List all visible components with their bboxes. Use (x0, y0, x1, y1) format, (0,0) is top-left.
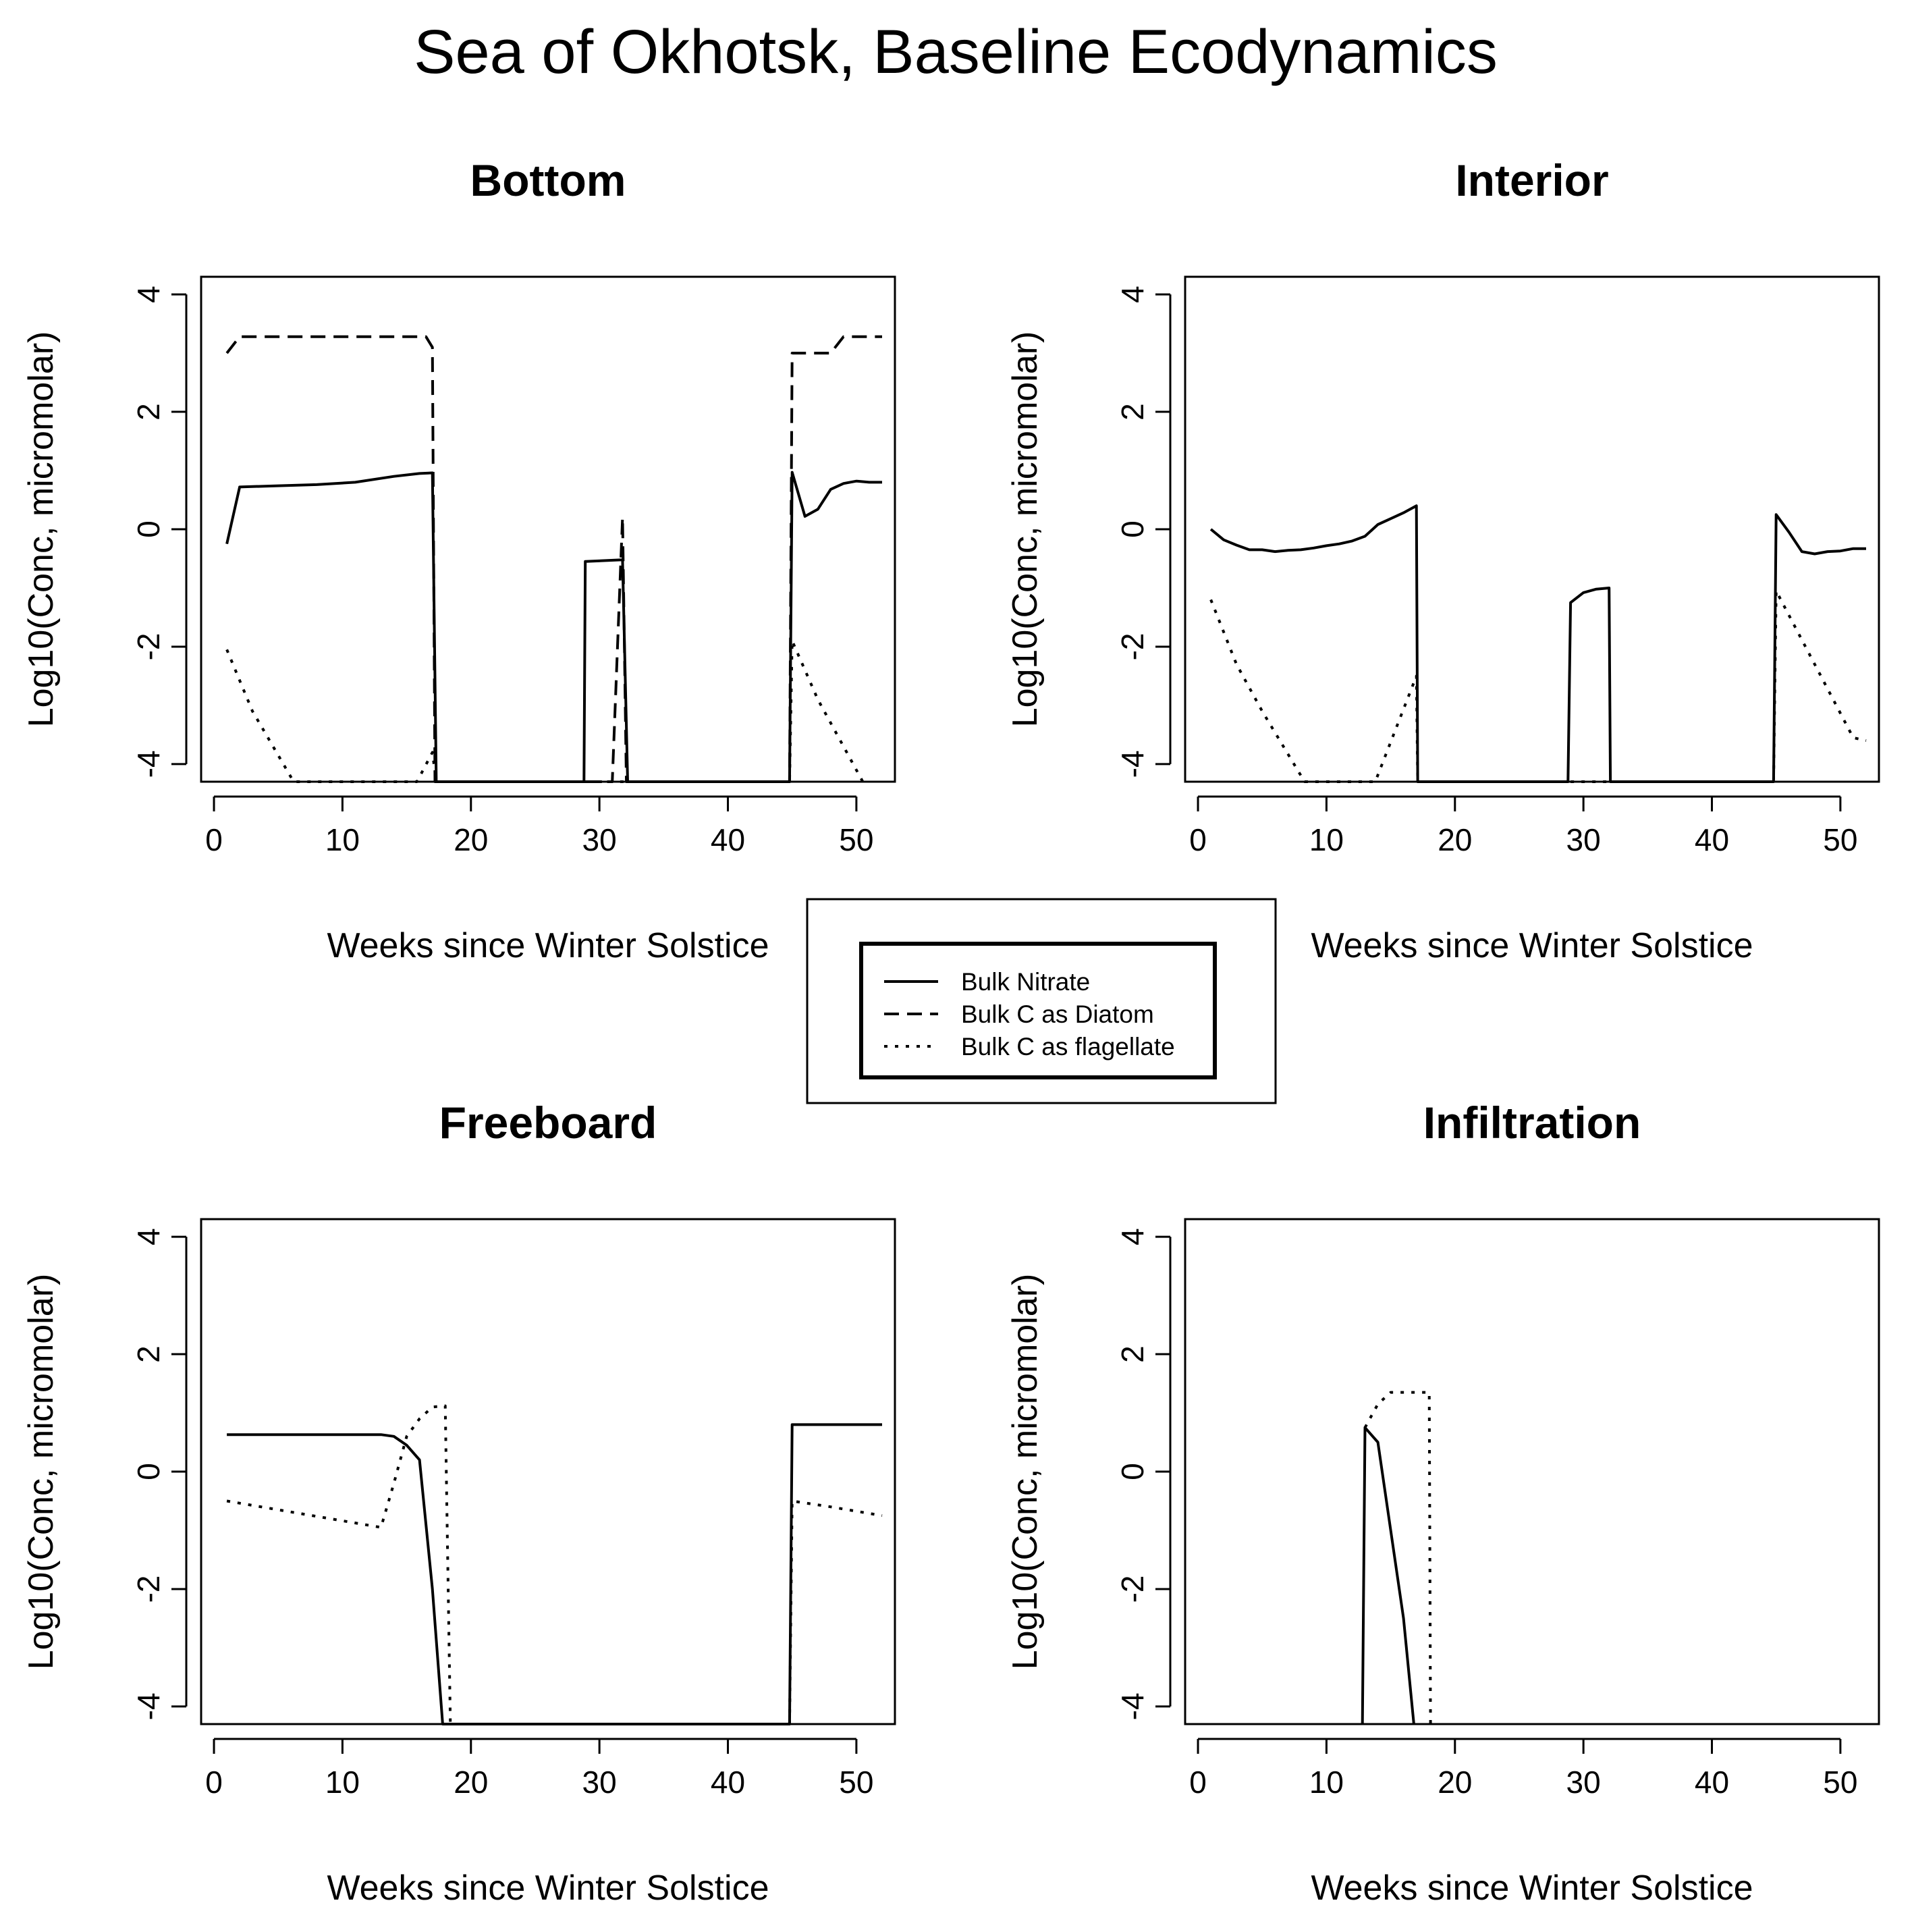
y-tick-label: 4 (1115, 286, 1150, 303)
legend-inner-box (859, 942, 1217, 1079)
y-tick-label: -2 (131, 1576, 166, 1603)
y-tick-label: -4 (131, 750, 166, 778)
y-tick-label: 2 (1115, 1345, 1150, 1363)
series-bulk-nitrate (225, 471, 882, 783)
x-tick-label: 20 (454, 1765, 488, 1800)
x-tick-label: 30 (1566, 822, 1601, 857)
x-tick-label: 10 (1309, 822, 1344, 857)
y-tick-label: 4 (1115, 1228, 1150, 1245)
series-bulk-c-as-flagellate (1209, 589, 1867, 783)
series-layer (226, 1404, 883, 1725)
y-tick-label: 4 (131, 286, 166, 303)
panel-interior: Interior 0 10 20 30 40 50 -4 -2 0 2 4 Weeks since … (1006, 155, 1880, 965)
panel-infiltration: Infiltration 0 10 20 30 40 50 -4 -2 0 2 4 Weeks si… (1006, 1098, 1880, 1908)
axis-ticks: 0 10 20 30 40 50 -4 -2 0 2 4 (131, 286, 873, 857)
x-tick-label: 50 (839, 1765, 873, 1800)
y-tick-label: 2 (1115, 403, 1150, 421)
x-axis-label: Weeks since Winter Solstice (327, 926, 769, 965)
series-layer (1209, 504, 1867, 783)
y-tick-label: -2 (1115, 633, 1150, 661)
x-tick-label: 40 (1695, 1765, 1729, 1800)
axis-ticks: 0 10 20 30 40 50 -4 -2 0 2 4 (1115, 286, 1857, 857)
y-tick-label: 0 (131, 520, 166, 538)
x-tick-label: 20 (1438, 822, 1472, 857)
y-tick-label: -4 (1115, 750, 1150, 778)
x-tick-label: 20 (454, 822, 488, 857)
y-tick-label: -2 (131, 633, 166, 661)
y-tick-label: 0 (131, 1463, 166, 1480)
y-axis-label: Log10(Conc, micromolar) (1006, 1274, 1045, 1670)
x-tick-label: 10 (325, 822, 360, 857)
y-tick-label: 0 (1115, 1463, 1150, 1480)
y-tick-label: 0 (1115, 520, 1150, 538)
x-tick-label: 50 (839, 822, 873, 857)
x-tick-label: 30 (582, 1765, 617, 1800)
series-bulk-c-as-flagellate (226, 1404, 883, 1725)
series-bulk-nitrate (1361, 1426, 1415, 1725)
x-tick-label: 0 (205, 1765, 223, 1800)
x-tick-label: 0 (1189, 822, 1207, 857)
x-tick-label: 50 (1823, 1765, 1857, 1800)
x-tick-label: 40 (711, 1765, 745, 1800)
x-tick-label: 0 (205, 822, 223, 857)
legend-label: Bulk Nitrate (961, 968, 1090, 996)
y-tick-label: 2 (131, 403, 166, 421)
x-axis-label: Weeks since Winter Solstice (1311, 1869, 1753, 1908)
series-bulk-c-as-flagellate (225, 639, 865, 783)
x-tick-label: 30 (1566, 1765, 1601, 1800)
y-axis-label: Log10(Conc, micromolar) (22, 1274, 61, 1670)
x-tick-label: 20 (1438, 1765, 1472, 1800)
series-bulk-nitrate (227, 1423, 882, 1725)
y-axis-label: Log10(Conc, micromolar) (22, 331, 61, 728)
panel-title: Interior (1455, 155, 1608, 205)
x-tick-label: 10 (325, 1765, 360, 1800)
y-tick-label: 4 (131, 1228, 166, 1245)
x-tick-label: 50 (1823, 822, 1857, 857)
y-tick-label: -2 (1115, 1576, 1150, 1603)
x-tick-label: 0 (1189, 1765, 1207, 1800)
x-axis-label: Weeks since Winter Solstice (1311, 926, 1753, 965)
panel-title: Infiltration (1423, 1098, 1641, 1148)
y-tick-label: -4 (131, 1692, 166, 1720)
series-layer (1361, 1391, 1432, 1725)
x-tick-label: 10 (1309, 1765, 1344, 1800)
panel-bottom: Bottom 0 10 20 30 40 50 -4 -2 0 2 4 Weeks since Wi… (22, 155, 896, 965)
y-tick-label: -4 (1115, 1692, 1150, 1720)
y-tick-label: 2 (131, 1345, 166, 1363)
series-bulk-nitrate (1209, 504, 1866, 783)
x-tick-label: 40 (1695, 822, 1729, 857)
figure-title: Sea of Okhotsk, Baseline Ecodynamics (414, 18, 1498, 86)
panel-title: Bottom (470, 155, 626, 205)
series-bulk-c-as-diatom (225, 335, 882, 783)
series-layer (225, 335, 882, 783)
axis-ticks: 0 10 20 30 40 50 -4 -2 0 2 4 (1115, 1228, 1857, 1800)
legend: Bulk Nitrate Bulk C as Diatom Bulk C as … (806, 898, 1277, 1104)
axis-ticks: 0 10 20 30 40 50 -4 -2 0 2 4 (131, 1228, 873, 1800)
x-axis-label: Weeks since Winter Solstice (327, 1869, 769, 1908)
legend-label: Bulk C as Diatom (961, 1000, 1154, 1028)
y-axis-label: Log10(Conc, micromolar) (1006, 331, 1045, 728)
panel-freeboard: Freeboard 0 10 20 30 40 50 -4 -2 0 2 4 Weeks since… (22, 1098, 896, 1908)
legend-label: Bulk C as flagellate (961, 1033, 1175, 1061)
panel-title: Freeboard (439, 1098, 657, 1148)
x-tick-label: 40 (711, 822, 745, 857)
plot-box (1184, 1218, 1880, 1725)
series-bulk-c-as-flagellate (1363, 1391, 1432, 1725)
x-tick-label: 30 (582, 822, 617, 857)
